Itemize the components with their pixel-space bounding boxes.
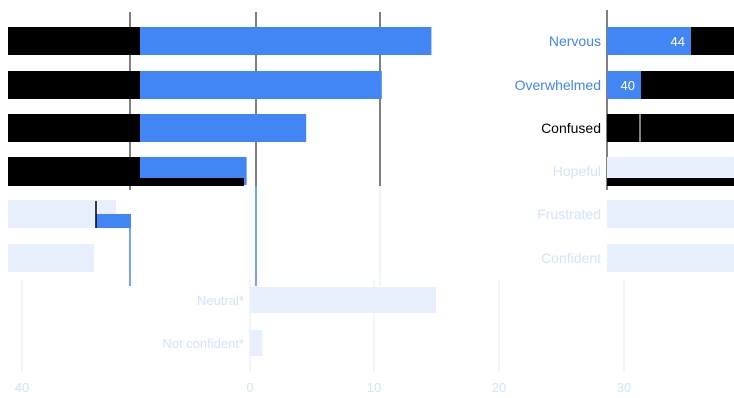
bar-bottom-0: [250, 287, 436, 313]
bar-right-bg-4: [607, 200, 734, 228]
category-label-right-5: Confident: [541, 250, 601, 266]
bar-left-neg-1: [8, 71, 140, 99]
category-label-right-1: Overwhelmed: [515, 77, 601, 93]
tick-label-bottom-1: 0: [246, 380, 253, 395]
data-label-right-1: 40: [621, 78, 635, 93]
left-glitch-band: [8, 178, 244, 186]
bar-right-bg-5: [607, 244, 734, 272]
bar-left-4: [96, 214, 131, 228]
category-label-right-4: Frustrated: [537, 206, 601, 222]
category-label-bottom-0: Neutral*: [197, 293, 244, 308]
category-label-right-2: Confused: [541, 120, 601, 136]
right-glitch-band: [607, 178, 734, 186]
category-label-bottom-1: Not confident*: [162, 336, 244, 351]
bar-left-neg-0: [8, 27, 140, 55]
category-label-right-0: Nervous: [549, 33, 601, 49]
tick-label-bottom-4: 30: [617, 380, 631, 395]
bar-left-faint-5: [8, 244, 94, 272]
bar-left-0: [140, 27, 432, 55]
tick-label-bottom-0: 40: [15, 380, 29, 395]
bar-left-neg-2: [8, 114, 140, 142]
left-panel: [0, 8, 445, 286]
bar-right-1: [607, 71, 641, 99]
category-label-right-3: Hopeful: [553, 163, 601, 179]
bar-bottom-1: [250, 330, 263, 356]
bar-left-1: [140, 71, 382, 99]
tick-label-bottom-3: 20: [492, 380, 506, 395]
data-label-right-0: 44: [671, 34, 685, 49]
bar-right-bg-2: [607, 114, 734, 142]
bar-left-2: [140, 114, 307, 142]
bottom-panel: Neutral* Not confident* 40 0 10 20 30: [15, 280, 631, 395]
right-panel: 44 Nervous 40 Overwhelmed Confused Hopeful Fru…: [515, 10, 734, 272]
bar-right-0: [607, 27, 691, 55]
tick-label-bottom-2: 10: [367, 380, 381, 395]
